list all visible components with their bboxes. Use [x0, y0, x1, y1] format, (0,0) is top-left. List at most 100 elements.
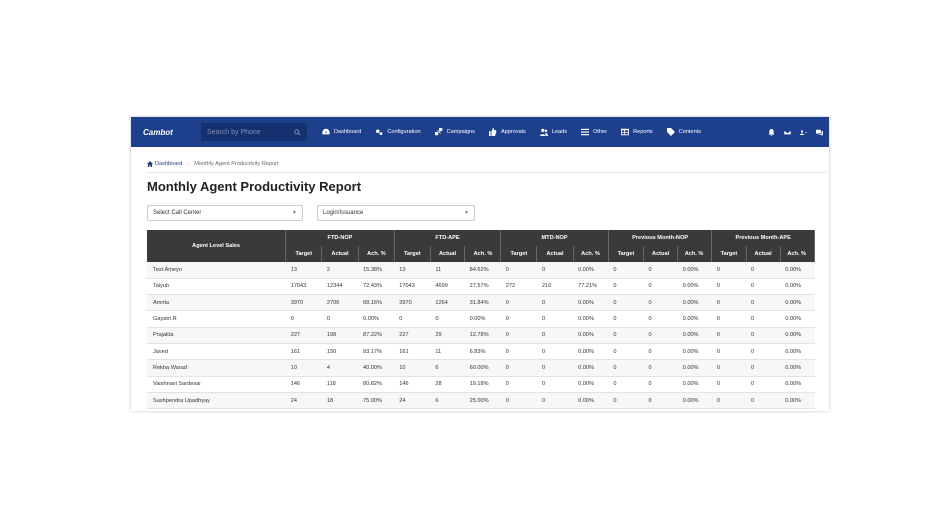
- group-header-ftd-nop[interactable]: FTD-NOP: [285, 230, 395, 246]
- group-header-ftd-ape[interactable]: FTD-APE: [394, 230, 502, 246]
- value-cell: 161: [394, 343, 431, 361]
- nav-campaigns[interactable]: Campaigns: [428, 128, 482, 136]
- sub-header-cell[interactable]: Actual: [746, 246, 781, 262]
- value-cell: 0: [608, 359, 644, 377]
- group-header-prev-month-ape[interactable]: Previous Month-APE: [711, 230, 815, 246]
- nav-label: Other: [593, 129, 608, 135]
- value-cell: 80.82%: [358, 376, 395, 393]
- sub-header-cell[interactable]: Actual: [430, 246, 466, 262]
- value-cell: 0: [643, 294, 678, 312]
- table-row: Vaishnavi Sardesai 146 118 80.82% 146 28 19.18…: [147, 376, 815, 393]
- value-cell: 198: [321, 327, 359, 344]
- sub-header-cell[interactable]: Actual: [321, 246, 359, 262]
- value-cell: 227: [285, 327, 322, 344]
- value-cell: 0: [500, 392, 537, 410]
- value-cell: 2706: [321, 294, 359, 312]
- sub-header-cell[interactable]: Ach. %: [677, 246, 713, 262]
- sub-header-cell[interactable]: Actual: [536, 246, 574, 262]
- breadcrumb-home-label: Dashboard: [155, 161, 183, 167]
- envelope-icon[interactable]: [784, 129, 791, 136]
- nav-leads[interactable]: Leads: [533, 128, 574, 136]
- call-center-select[interactable]: Select Call Center ▼: [147, 205, 303, 221]
- sub-header-cell[interactable]: Actual: [643, 246, 679, 262]
- value-cell: 227: [394, 327, 431, 344]
- table-row: Prajakta 227 198 87.22% 227 29 12.78% 0 0 0.00% 0 0…: [147, 327, 815, 344]
- agent-name-cell: Taiyub: [147, 278, 286, 296]
- chat-icon[interactable]: [816, 129, 823, 136]
- bell-icon[interactable]: [768, 128, 775, 136]
- value-cell: 0.00%: [358, 310, 395, 328]
- value-cell: 15.38%: [358, 262, 395, 279]
- value-cell: 0.00%: [780, 262, 815, 279]
- value-cell: 0.00%: [780, 310, 815, 328]
- value-cell: 11: [430, 262, 465, 279]
- value-cell: 0.00%: [780, 327, 815, 344]
- value-cell: 0: [711, 262, 747, 279]
- value-cell: 0: [500, 262, 537, 279]
- value-cell: 0.00%: [573, 310, 609, 328]
- group-header-mtd-nop[interactable]: MTD-NOP: [500, 230, 609, 246]
- value-cell: 0: [746, 262, 781, 279]
- nav-reports[interactable]: Reports: [614, 128, 660, 136]
- value-cell: 0: [500, 294, 537, 312]
- value-cell: 0: [643, 376, 678, 393]
- nav-label: Dashboard: [334, 129, 362, 135]
- agent-name-cell: Rekha Warad: [147, 359, 286, 377]
- value-cell: 10: [285, 359, 322, 377]
- value-cell: 0: [608, 262, 644, 279]
- value-cell: 0: [643, 262, 678, 279]
- nav-approvals[interactable]: Approvals: [482, 128, 533, 136]
- table-row: Taiyub 17043 12344 72.43% 17043 4699 27.57% 272…: [147, 278, 815, 296]
- value-cell: 0: [711, 294, 747, 312]
- breadcrumb-home[interactable]: Dashboard: [147, 161, 182, 167]
- value-cell: 0: [536, 310, 574, 328]
- value-cell: 210: [536, 278, 574, 296]
- value-cell: 0: [711, 278, 747, 296]
- value-cell: 24: [394, 392, 431, 410]
- search-input[interactable]: Search by Phone: [201, 123, 307, 141]
- sub-header-cell[interactable]: Ach. %: [780, 246, 816, 262]
- value-cell: 84.62%: [464, 262, 501, 279]
- nav-dashboard[interactable]: Dashboard: [315, 128, 368, 136]
- value-cell: 0.00%: [677, 262, 712, 279]
- user-dropdown-icon[interactable]: [800, 129, 807, 136]
- value-cell: 0: [430, 310, 465, 328]
- value-cell: 0.00%: [780, 392, 815, 410]
- value-cell: 4: [321, 359, 359, 377]
- value-cell: 13: [394, 262, 431, 279]
- dashboard-icon: [322, 128, 330, 135]
- value-cell: 0: [500, 343, 537, 361]
- sub-header-cell[interactable]: Target: [285, 246, 323, 262]
- sub-header-cell[interactable]: Target: [608, 246, 645, 262]
- nav-label: Contents: [678, 129, 702, 135]
- value-cell: 0: [746, 376, 781, 393]
- table-row: Javed 161 150 93.17% 161 11 6.83% 0 0 0.00% 0 0 0.00…: [147, 343, 815, 361]
- value-cell: 0: [536, 392, 574, 410]
- value-cell: 0: [643, 327, 678, 344]
- value-cell: 0: [643, 359, 678, 377]
- nav-configuration[interactable]: Configuration: [368, 128, 427, 136]
- sub-header-cell[interactable]: Target: [394, 246, 431, 262]
- value-cell: 40.00%: [358, 359, 395, 377]
- sub-header-cell[interactable]: Target: [500, 246, 538, 262]
- agent-name-cell: Javed: [147, 343, 286, 361]
- value-cell: 0: [711, 392, 747, 410]
- table-row: Gayatri.R 0 0 0.00% 0 0 0.00% 0 0 0.00% 0 0 0.00% 0 0 0…: [147, 310, 815, 328]
- value-cell: 0: [643, 343, 678, 361]
- nav-label: Approvals: [500, 129, 526, 135]
- group-header-prev-month-nop[interactable]: Previous Month-NOP: [608, 230, 713, 246]
- sub-header-cell[interactable]: Target: [711, 246, 747, 262]
- sub-header-cell[interactable]: Ach. %: [358, 246, 395, 262]
- cogs-icon: [376, 129, 383, 135]
- login-type-select[interactable]: Login/Issuance ▼: [317, 205, 475, 221]
- productivity-table: Agent Level Sales FTD-NOP FTD-APE MTD-NO…: [147, 230, 816, 410]
- nav-contents[interactable]: Contents: [660, 128, 708, 136]
- agent-level-sales-header[interactable]: Agent Level Sales: [147, 230, 287, 262]
- thumbs-up-icon: [488, 128, 497, 136]
- sub-header-cell[interactable]: Ach. %: [464, 246, 502, 262]
- sub-header-cell[interactable]: Ach. %: [573, 246, 609, 262]
- value-cell: 27.57%: [464, 278, 501, 296]
- nav-other[interactable]: Other: [574, 128, 614, 136]
- value-cell: 0: [500, 376, 537, 393]
- cambot-logo[interactable]: Cambot: [143, 127, 173, 137]
